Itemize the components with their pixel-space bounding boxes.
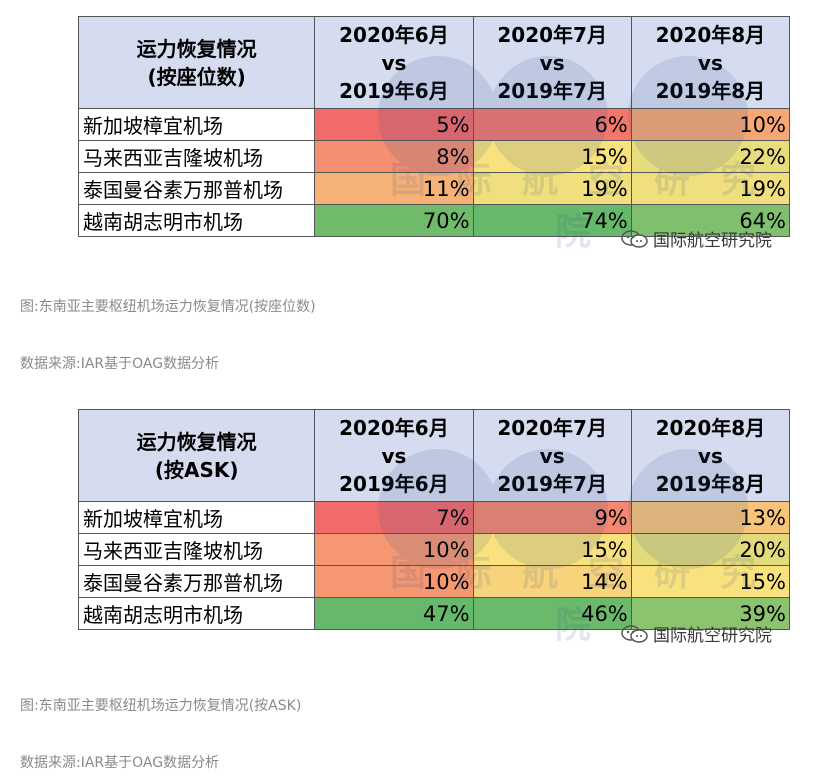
value-cell: 20% xyxy=(630,533,791,566)
capacity-table-ask: 运力恢复情况 (按ASK) 2020年6月 vs 2019年6月 2020年7月… xyxy=(77,409,791,630)
column-header-line: 2019年8月 xyxy=(655,78,766,103)
airport-name: 泰国曼谷素万那普机场 xyxy=(77,565,316,598)
column-header-line: 2020年8月 xyxy=(655,22,766,47)
column-header-line: vs xyxy=(697,50,723,75)
table-row: 新加坡樟宜机场 5% 6% 10% xyxy=(77,108,791,141)
airport-name: 泰国曼谷素万那普机场 xyxy=(77,172,316,205)
column-header-jul: 2020年7月 vs 2019年7月 xyxy=(472,16,632,109)
column-header-line: vs xyxy=(697,443,723,468)
wechat-account-label: 国际航空研究院 xyxy=(621,621,772,646)
header-row: 运力恢复情况 (按ASK) 2020年6月 vs 2019年6月 2020年7月… xyxy=(77,409,791,502)
wechat-icon xyxy=(621,624,648,643)
airport-name: 新加坡樟宜机场 xyxy=(77,108,316,141)
value-cell: 15% xyxy=(630,565,791,598)
value-cell: 15% xyxy=(472,140,632,173)
value-cell: 74% xyxy=(472,204,632,237)
value-cell: 10% xyxy=(314,565,474,598)
column-header-jun: 2020年6月 vs 2019年6月 xyxy=(314,409,474,502)
data-source: 数据来源:IAR基于OAG数据分析 xyxy=(20,755,220,771)
column-header-line: vs xyxy=(539,50,565,75)
table-row: 泰国曼谷素万那普机场 11% 19% 19% xyxy=(77,172,791,205)
table-row: 泰国曼谷素万那普机场 10% 14% 15% xyxy=(77,565,791,598)
value-cell: 10% xyxy=(314,533,474,566)
capacity-table-seats: 运力恢复情况 (按座位数) 2020年6月 vs 2019年6月 2020年7月… xyxy=(77,16,791,237)
airport-name: 马来西亚吉隆坡机场 xyxy=(77,533,316,566)
column-header-line: 2020年7月 xyxy=(497,415,607,440)
value-cell: 7% xyxy=(314,501,474,534)
value-cell: 15% xyxy=(472,533,632,566)
value-cell: 13% xyxy=(630,501,791,534)
header-row: 运力恢复情况 (按座位数) 2020年6月 vs 2019年6月 2020年7月… xyxy=(77,16,791,109)
header-label-line2: (按ASK) xyxy=(154,457,239,482)
value-cell: 19% xyxy=(630,172,791,205)
value-cell: 9% xyxy=(472,501,632,534)
table-row: 新加坡樟宜机场 7% 9% 13% xyxy=(77,501,791,534)
value-cell: 8% xyxy=(314,140,474,173)
value-cell: 47% xyxy=(314,597,474,630)
column-header-aug: 2020年8月 vs 2019年8月 xyxy=(630,16,791,109)
column-header-line: 2020年6月 xyxy=(339,415,449,440)
value-cell: 70% xyxy=(314,204,474,237)
wechat-account-label: 国际航空研究院 xyxy=(621,226,772,251)
value-cell: 19% xyxy=(472,172,632,205)
airport-name: 新加坡樟宜机场 xyxy=(77,501,316,534)
column-header-line: vs xyxy=(539,443,565,468)
row-label-header: 运力恢复情况 (按座位数) xyxy=(77,16,316,109)
column-header-line: 2020年7月 xyxy=(497,22,607,47)
value-cell: 14% xyxy=(472,565,632,598)
value-cell: 11% xyxy=(314,172,474,205)
column-header-jul: 2020年7月 vs 2019年7月 xyxy=(472,409,632,502)
wechat-icon xyxy=(621,229,648,248)
airport-name: 马来西亚吉隆坡机场 xyxy=(77,140,316,173)
column-header-line: 2019年7月 xyxy=(497,78,607,103)
wechat-label-text: 国际航空研究院 xyxy=(653,231,772,251)
column-header-line: 2020年8月 xyxy=(655,415,766,440)
header-label-line2: (按座位数) xyxy=(147,64,246,89)
column-header-line: 2019年7月 xyxy=(497,471,607,496)
value-cell: 39% xyxy=(630,597,791,630)
column-header-aug: 2020年8月 vs 2019年8月 xyxy=(630,409,791,502)
row-label-header: 运力恢复情况 (按ASK) xyxy=(77,409,316,502)
header-label-line1: 运力恢复情况 xyxy=(136,36,257,61)
column-header-line: vs xyxy=(381,443,407,468)
figure-caption: 图:东南亚主要枢纽机场运力恢复情况(按ASK) xyxy=(20,698,302,714)
table-ask: 运力恢复情况 (按ASK) 2020年6月 vs 2019年6月 2020年7月… xyxy=(77,409,791,646)
wechat-label-text: 国际航空研究院 xyxy=(653,626,772,646)
column-header-line: 2020年6月 xyxy=(339,22,449,47)
airport-name: 越南胡志明市机场 xyxy=(77,204,316,237)
value-cell: 10% xyxy=(630,108,791,141)
value-cell: 22% xyxy=(630,140,791,173)
column-header-line: 2019年6月 xyxy=(339,471,449,496)
airport-name: 越南胡志明市机场 xyxy=(77,597,316,630)
data-source: 数据来源:IAR基于OAG数据分析 xyxy=(20,356,220,372)
column-header-line: 2019年8月 xyxy=(655,471,766,496)
column-header-line: 2019年6月 xyxy=(339,78,449,103)
column-header-jun: 2020年6月 vs 2019年6月 xyxy=(314,16,474,109)
value-cell: 64% xyxy=(630,204,791,237)
header-label-line1: 运力恢复情况 xyxy=(136,429,257,454)
table-seats: 运力恢复情况 (按座位数) 2020年6月 vs 2019年6月 2020年7月… xyxy=(77,16,791,253)
table-row: 越南胡志明市机场 47% 46% 39% xyxy=(77,597,791,630)
value-cell: 6% xyxy=(472,108,632,141)
figure-caption: 图:东南亚主要枢纽机场运力恢复情况(按座位数) xyxy=(20,299,316,315)
value-cell: 5% xyxy=(314,108,474,141)
table-row: 马来西亚吉隆坡机场 8% 15% 22% xyxy=(77,140,791,173)
value-cell: 46% xyxy=(472,597,632,630)
column-header-line: vs xyxy=(381,50,407,75)
table-row: 越南胡志明市机场 70% 74% 64% xyxy=(77,204,791,237)
table-row: 马来西亚吉隆坡机场 10% 15% 20% xyxy=(77,533,791,566)
